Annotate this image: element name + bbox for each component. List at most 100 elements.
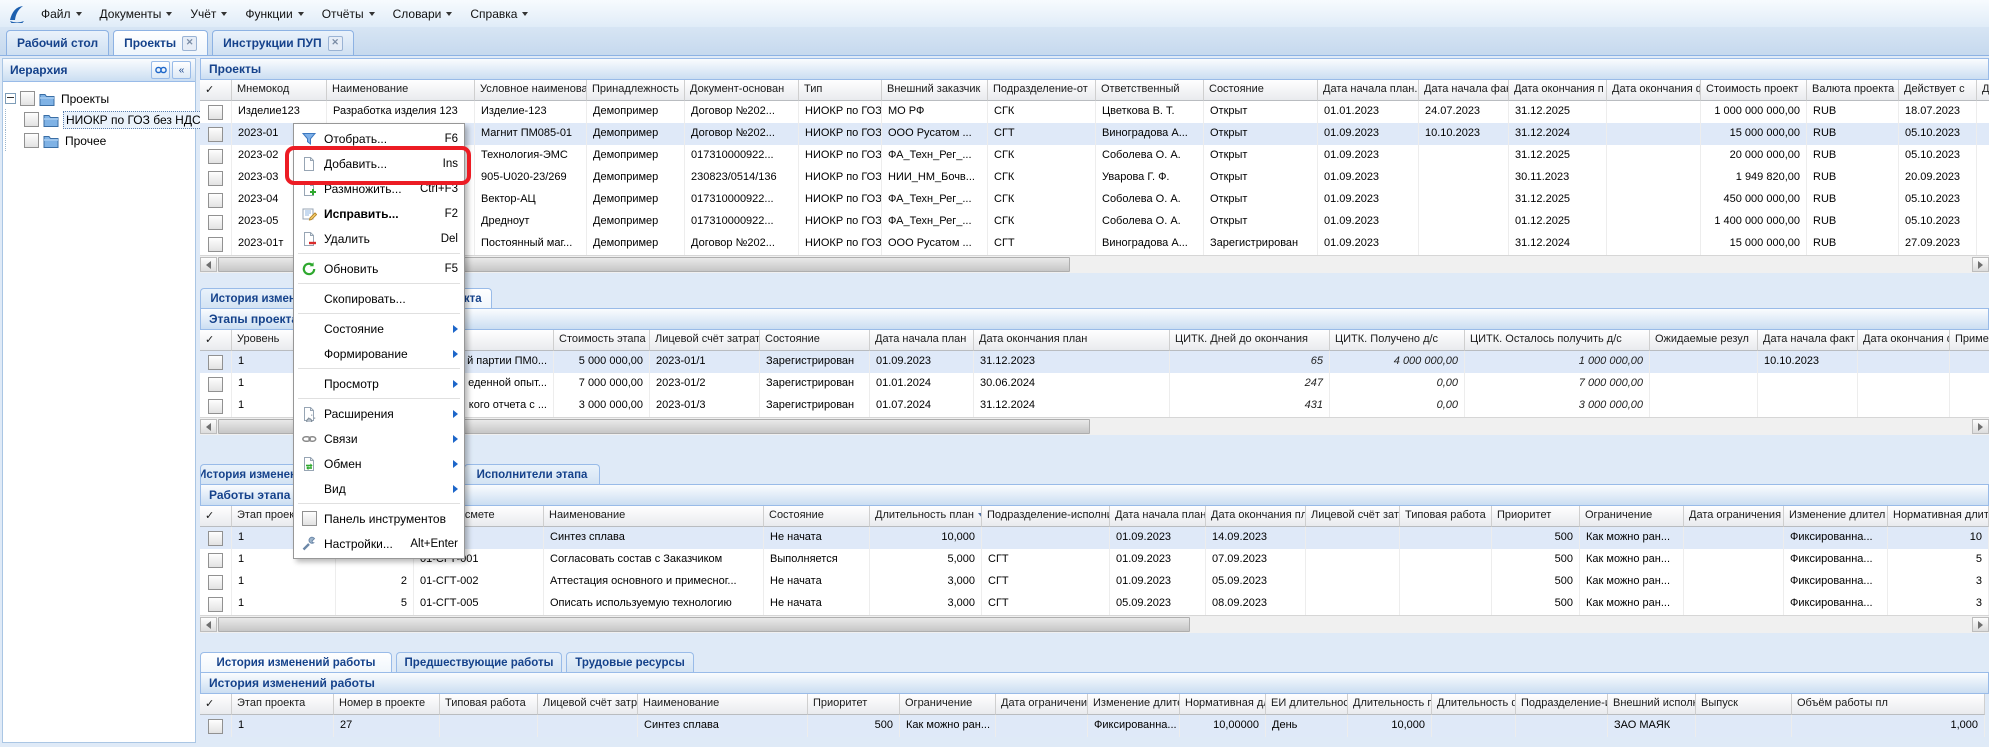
column-header[interactable]: Дата ограничения <box>1684 506 1784 527</box>
tab-исполнители-этапа[interactable]: Исполнители этапа <box>464 464 600 484</box>
row-checkbox[interactable] <box>208 126 223 142</box>
column-header[interactable]: Внешний исполни <box>1608 694 1696 715</box>
table-row[interactable]: 1 кого отчета с ... 3 000 000,00 2023-01/3 З… <box>200 395 1989 417</box>
column-header[interactable]: Нормативная длит <box>1180 694 1266 715</box>
row-checkbox[interactable] <box>208 192 223 208</box>
column-header[interactable]: Длительность фак <box>1432 694 1516 715</box>
context-menu-item-исправить-[interactable]: Исправить... F2 <box>294 201 464 226</box>
context-menu-item-обновить[interactable]: Обновить F5 <box>294 256 464 281</box>
column-header[interactable]: Состояние <box>764 506 870 527</box>
menubar-item-файл[interactable]: Файл <box>32 3 91 25</box>
column-header[interactable]: Уровень <box>232 330 296 351</box>
column-header[interactable]: Лицевой счёт затр <box>1306 506 1400 527</box>
context-menu-item-добавить-[interactable]: Добавить... Ins <box>294 151 464 176</box>
context-menu-item-вид[interactable]: Вид <box>294 476 464 501</box>
row-checkbox[interactable] <box>208 574 223 590</box>
menu-checkbox[interactable] <box>301 511 317 526</box>
column-header[interactable]: Приоритет <box>808 694 900 715</box>
tree-expand-icon[interactable] <box>5 93 16 104</box>
column-header[interactable]: Ожидаемые резул <box>1650 330 1758 351</box>
column-header[interactable]: Наименование <box>544 506 764 527</box>
row-checkbox[interactable] <box>208 398 223 414</box>
column-header[interactable]: ✓ <box>200 694 232 715</box>
tree-item-checkbox[interactable] <box>24 133 39 148</box>
scroll-right-button[interactable] <box>1972 617 1989 632</box>
scroll-left-button[interactable] <box>200 617 217 632</box>
column-header[interactable]: Этап проекта <box>232 694 334 715</box>
column-header[interactable]: Нормативная длит <box>1888 506 1989 527</box>
column-header[interactable]: Примечание <box>1950 330 1989 351</box>
column-header[interactable]: Изменение длител <box>1784 506 1888 527</box>
table-row[interactable]: 2023-04 Вектор-АЦ Демопример 017310000922..… <box>200 189 1989 211</box>
row-checkbox[interactable] <box>208 236 223 252</box>
column-header[interactable]: Приоритет <box>1492 506 1580 527</box>
tree-item-проекты[interactable]: Проекты <box>5 88 193 109</box>
column-header[interactable]: Наименование <box>638 694 808 715</box>
column-header[interactable]: Объём работы пл <box>1792 694 1985 715</box>
column-header[interactable]: Действует с <box>1899 80 1977 101</box>
context-menu-item-просмотр[interactable]: Просмотр <box>294 371 464 396</box>
column-header[interactable]: Стоимость этапа <box>554 330 650 351</box>
column-header[interactable]: Документ-основан <box>685 80 799 101</box>
column-header[interactable]: Д <box>1977 80 1989 101</box>
row-checkbox[interactable] <box>208 148 223 164</box>
column-header[interactable]: Ограничение <box>900 694 996 715</box>
column-header[interactable]: Дата окончания ф <box>1607 80 1701 101</box>
column-header[interactable]: Лицевой счёт затрат <box>650 330 760 351</box>
column-header[interactable]: Типовая работа <box>1400 506 1492 527</box>
tree-item-checkbox[interactable] <box>24 112 39 127</box>
column-header[interactable]: Дата окончания ф <box>1858 330 1950 351</box>
table-row[interactable]: 1 27 Синтез сплава 500 Как можно ран... Фикси… <box>200 715 1985 737</box>
tree-item-checkbox[interactable] <box>20 91 35 106</box>
column-header[interactable]: Дата окончания план <box>974 330 1170 351</box>
column-header[interactable]: Условное наименова <box>475 80 587 101</box>
column-header[interactable]: Дата начала факт. <box>1419 80 1509 101</box>
column-header[interactable]: Типовая работа <box>440 694 538 715</box>
column-header[interactable]: Ответственный <box>1096 80 1204 101</box>
row-checkbox[interactable] <box>208 530 223 546</box>
row-checkbox[interactable] <box>208 376 223 392</box>
menubar-item-словари[interactable]: Словари <box>384 3 462 25</box>
table-row[interactable]: 2023-03 905-U020-23/269 Демопример 230823/0… <box>200 167 1989 189</box>
column-header[interactable]: Дата окончания план <box>1206 506 1306 527</box>
column-header[interactable]: Ограничение <box>1580 506 1684 527</box>
menubar-item-справка[interactable]: Справка <box>461 3 537 25</box>
table-row[interactable]: 2023-01 Магнит ПМ085-01 Демопример Договор … <box>200 123 1989 145</box>
horizontal-scrollbar[interactable] <box>200 615 1989 633</box>
column-header[interactable]: Тип <box>799 80 882 101</box>
table-row[interactable]: 1 2 01-СГТ-002 Аттестация основного и приме… <box>200 571 1989 593</box>
table-row[interactable]: 1 01-СГТ-001 Согласовать состав с Заказчик… <box>200 549 1989 571</box>
column-header[interactable]: Подразделение-ис <box>1516 694 1608 715</box>
menubar-item-учёт[interactable]: Учёт <box>181 3 236 25</box>
column-header[interactable]: Состояние <box>760 330 870 351</box>
context-menu-item-размножить-[interactable]: Размножить... Ctrl+F3 <box>294 176 464 201</box>
scroll-left-button[interactable] <box>200 257 217 272</box>
table-row[interactable]: 1 5 01-СГТ-005 Описать используемую техноло… <box>200 593 1989 615</box>
horizontal-scrollbar[interactable] <box>200 417 1989 435</box>
table-row[interactable]: 1 еденной опыт... 7 000 000,00 2023-01/2 Зар… <box>200 373 1989 395</box>
column-header[interactable]: Дата начала план <box>870 330 974 351</box>
column-header[interactable]: Дата начала план. <box>1318 80 1419 101</box>
menubar-item-отчёты[interactable]: Отчёты <box>313 3 384 25</box>
tree-item-прочее[interactable]: Прочее <box>5 130 193 151</box>
column-header[interactable]: ЦИТК. Дней до окончания <box>1170 330 1330 351</box>
menubar-item-функции[interactable]: Функции <box>236 3 312 25</box>
column-header[interactable]: Выпуск <box>1696 694 1792 715</box>
table-row[interactable]: 2023-05 Дредноут Демопример 017310000922...… <box>200 211 1989 233</box>
context-menu-item-удалить[interactable]: Удалить Del <box>294 226 464 251</box>
context-menu-item-панель-инструментов[interactable]: Панель инструментов <box>294 506 464 531</box>
scroll-left-button[interactable] <box>200 419 217 434</box>
menubar-item-документы[interactable]: Документы <box>91 3 182 25</box>
tab-трудовые-ресурсы[interactable]: Трудовые ресурсы <box>566 652 694 672</box>
table-row[interactable]: 2023-02 Технология-ЭМС Демопример 017310000… <box>200 145 1989 167</box>
column-header[interactable]: Подразделение-от <box>988 80 1096 101</box>
close-icon[interactable]: ✕ <box>182 35 198 51</box>
column-header[interactable]: Дата начала факт <box>1758 330 1858 351</box>
row-checkbox[interactable] <box>208 104 223 120</box>
column-header[interactable]: Мнемокод <box>232 80 327 101</box>
context-menu-item-расширения[interactable]: Расширения <box>294 401 464 426</box>
tab-предшествующие-работы[interactable]: Предшествующие работы <box>396 652 562 672</box>
column-header[interactable]: ЕИ длительности <box>1266 694 1348 715</box>
column-header[interactable]: Стоимость проект <box>1701 80 1807 101</box>
row-checkbox[interactable] <box>208 596 223 612</box>
